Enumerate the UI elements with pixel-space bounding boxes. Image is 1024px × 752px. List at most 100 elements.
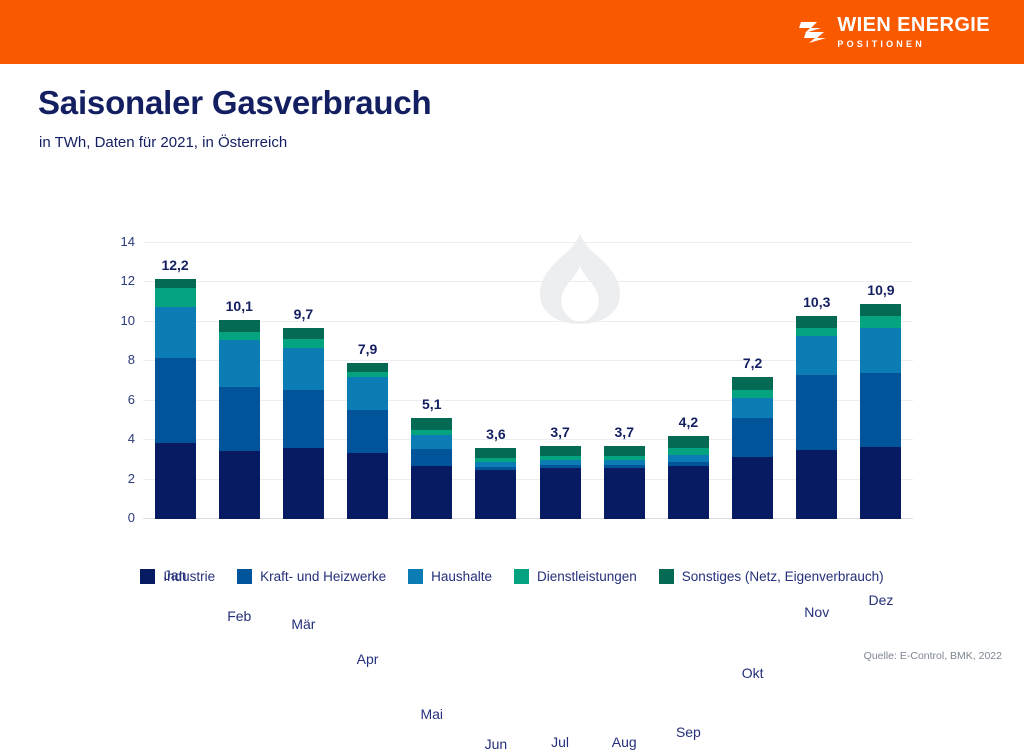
bar-segment[interactable] xyxy=(411,418,453,431)
bar-segment[interactable] xyxy=(347,372,389,378)
bar-segment[interactable] xyxy=(411,449,453,466)
bar-segment[interactable] xyxy=(282,389,324,449)
x-tick-label: Nov xyxy=(804,603,830,620)
gridline-12 xyxy=(143,281,913,283)
bar-segment[interactable] xyxy=(475,466,517,470)
bar-segment[interactable] xyxy=(732,418,774,457)
bar-segment[interactable] xyxy=(475,461,517,467)
bar-column[interactable]: 9,7 Mär xyxy=(282,306,324,632)
bar-segment[interactable] xyxy=(154,288,196,308)
bar-segment[interactable] xyxy=(603,464,645,468)
bar-segment[interactable] xyxy=(347,409,389,453)
bar-segment[interactable] xyxy=(411,435,453,450)
bar-segment[interactable] xyxy=(154,307,196,359)
bar-segment[interactable] xyxy=(667,448,709,455)
brand-header-bar: WIEN ENERGIE POSITIONEN xyxy=(0,0,1024,64)
legend-item[interactable]: Kraft- und Heizwerke xyxy=(237,569,386,584)
x-tick-label: Jun xyxy=(484,736,508,752)
wien-energie-bolt-icon xyxy=(799,22,827,43)
legend-item[interactable]: Dienstleistungen xyxy=(513,569,637,584)
bar-segment[interactable] xyxy=(732,456,774,519)
bar-segment[interactable] xyxy=(154,358,196,444)
bar-segment[interactable] xyxy=(282,448,324,519)
bar-value-label: 10,1 xyxy=(225,297,253,314)
bar-segment[interactable] xyxy=(667,436,709,449)
bar-segment[interactable] xyxy=(347,377,389,410)
bar-segment[interactable] xyxy=(667,461,709,466)
y-tick-label: 4 xyxy=(127,431,135,447)
x-tick-label: Apr xyxy=(356,651,379,668)
bar-value-label: 12,2 xyxy=(161,256,189,273)
bar-column[interactable]: 12,2 Jan xyxy=(154,257,196,583)
bar-column[interactable]: 4,2 Sep xyxy=(667,414,709,740)
bar-segment[interactable] xyxy=(603,467,645,519)
bar-segment[interactable] xyxy=(603,446,645,456)
bar-segment[interactable] xyxy=(347,363,389,373)
bar-segment[interactable] xyxy=(154,443,196,519)
bar-segment[interactable] xyxy=(732,397,774,419)
bar-segment[interactable] xyxy=(475,448,517,458)
legend-item[interactable]: Haushalte xyxy=(408,569,492,584)
legend-swatch xyxy=(408,569,424,584)
bar-column[interactable]: 10,9 Dez xyxy=(860,282,902,608)
bar-segment[interactable] xyxy=(796,327,838,336)
bar-segment[interactable] xyxy=(282,347,324,390)
legend-item[interactable]: Industrie xyxy=(140,569,215,584)
bar-segment[interactable] xyxy=(732,389,774,398)
bar-segment[interactable] xyxy=(539,455,581,460)
bar-segment[interactable] xyxy=(539,459,581,465)
gridline-4 xyxy=(143,439,913,441)
bar-segment[interactable] xyxy=(732,377,774,390)
y-tick-label: 0 xyxy=(127,510,135,525)
bar-segment[interactable] xyxy=(282,338,324,348)
bar-segment[interactable] xyxy=(860,327,902,374)
bar-column[interactable]: 3,6 Jun xyxy=(475,426,517,752)
source-note: Quelle: E-Control, BMK, 2022 xyxy=(863,650,1002,662)
bar-column[interactable]: 3,7 Aug xyxy=(603,424,645,750)
bar-column[interactable]: 10,1 Feb xyxy=(218,298,260,624)
bar-column[interactable]: 7,9 Apr xyxy=(347,341,389,667)
bar-column[interactable]: 7,2 Okt xyxy=(732,355,774,681)
bar-column[interactable]: 5,1 Mai xyxy=(411,396,453,722)
x-tick-label: Mär xyxy=(291,615,316,632)
bar-segment[interactable] xyxy=(539,446,581,456)
legend-item[interactable]: Sonstiges (Netz, Eigenverbrauch) xyxy=(658,569,884,584)
x-tick-label: Okt xyxy=(741,665,764,682)
bar-segment[interactable] xyxy=(411,465,453,519)
bar-segment[interactable] xyxy=(539,467,581,519)
bar-segment[interactable] xyxy=(603,455,645,460)
bar-segment[interactable] xyxy=(218,331,260,340)
bar-segment[interactable] xyxy=(667,465,709,519)
legend-swatch xyxy=(237,569,253,584)
bar-segment[interactable] xyxy=(860,447,902,519)
bar-segment[interactable] xyxy=(796,315,838,328)
brand-logo: WIEN ENERGIE POSITIONEN xyxy=(797,15,990,49)
bar-column[interactable]: 10,3 Nov xyxy=(796,294,838,620)
bar-segment[interactable] xyxy=(667,454,709,462)
bar-segment[interactable] xyxy=(218,386,260,451)
legend-swatch xyxy=(140,569,156,584)
bar-value-label: 9,7 xyxy=(293,305,314,322)
bar-segment[interactable] xyxy=(796,335,838,376)
gridline-2 xyxy=(143,478,913,480)
bar-segment[interactable] xyxy=(796,450,838,519)
bar-segment[interactable] xyxy=(475,469,517,519)
bar-column[interactable]: 3,7 Jul xyxy=(539,424,581,750)
bar-segment[interactable] xyxy=(411,430,453,436)
bar-segment[interactable] xyxy=(603,459,645,465)
bar-segment[interactable] xyxy=(860,304,902,316)
bar-segment[interactable] xyxy=(218,451,260,519)
y-tick-label: 10 xyxy=(120,312,135,328)
bar-segment[interactable] xyxy=(218,339,260,387)
bar-value-label: 10,9 xyxy=(867,282,895,299)
bar-segment[interactable] xyxy=(539,464,581,468)
legend-label: Kraft- und Heizwerke xyxy=(260,569,387,584)
bar-segment[interactable] xyxy=(860,315,902,328)
bar-segment[interactable] xyxy=(218,319,260,332)
bar-segment[interactable] xyxy=(475,457,517,462)
bar-segment[interactable] xyxy=(154,278,196,289)
bar-segment[interactable] xyxy=(347,452,389,519)
bar-segment[interactable] xyxy=(796,375,838,450)
bar-segment[interactable] xyxy=(860,373,902,448)
bar-segment[interactable] xyxy=(282,327,324,339)
